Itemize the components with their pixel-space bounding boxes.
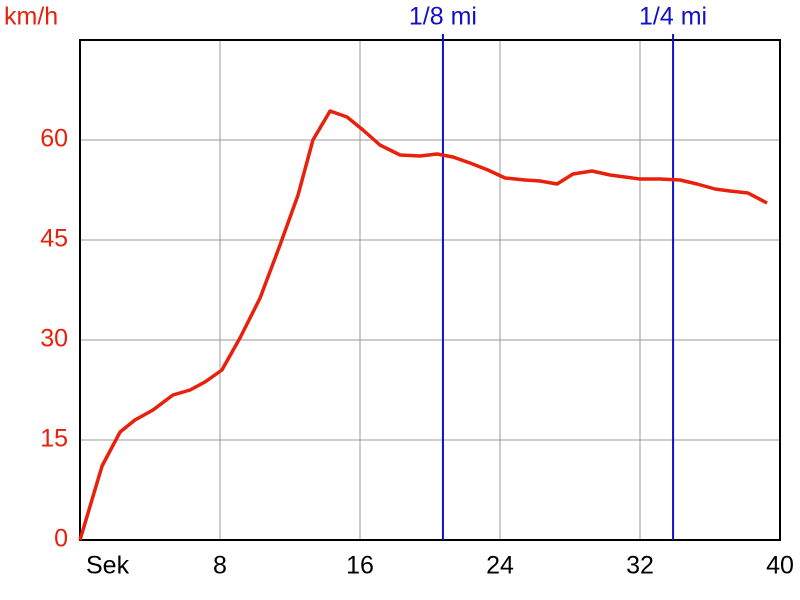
distance-marker-label: 1/4 mi <box>639 3 707 31</box>
y-axis-label: km/h <box>4 3 58 31</box>
y-tick-label: 60 <box>40 125 68 153</box>
speed-line <box>78 109 768 541</box>
y-tick-label: 30 <box>40 325 68 353</box>
y-tick-label: 15 <box>40 425 68 453</box>
distance-marker-label: 1/8 mi <box>409 3 477 31</box>
plot-frame <box>79 39 781 541</box>
x-tick-label: 16 <box>346 552 374 580</box>
x-axis-label: Sek <box>86 552 130 580</box>
y-tick-label: 45 <box>40 225 68 253</box>
x-tick-label: 24 <box>486 552 514 580</box>
x-tick-label: 32 <box>626 552 654 580</box>
x-tick-label: 40 <box>766 552 794 580</box>
y-tick-label: 0 <box>54 525 68 553</box>
x-tick-label: 8 <box>213 552 227 580</box>
